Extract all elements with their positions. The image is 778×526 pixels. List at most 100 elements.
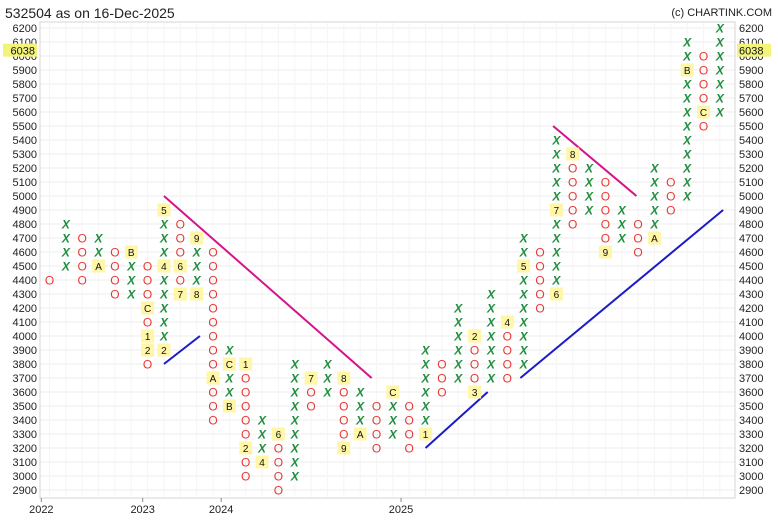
x-box: X — [715, 106, 725, 120]
o-box: O — [503, 358, 512, 372]
o-box: O — [568, 218, 577, 232]
month-marker-box — [141, 301, 155, 315]
o-box: O — [666, 204, 675, 218]
x-box: X — [61, 246, 71, 260]
x-box: X — [290, 456, 300, 470]
month-marker: C — [700, 108, 707, 119]
o-box: O — [699, 64, 708, 78]
o-box: O — [110, 260, 119, 274]
x-tick-label: 2024 — [209, 504, 233, 516]
month-marker: 6 — [554, 290, 560, 301]
y-tick-label-left: 5300 — [13, 149, 37, 161]
o-box: O — [110, 288, 119, 302]
o-box: O — [437, 372, 446, 386]
o-box: O — [633, 246, 642, 260]
x-box: X — [322, 372, 332, 386]
o-box: O — [143, 316, 152, 330]
o-box: O — [306, 386, 315, 400]
y-tick-label-right: 3400 — [739, 415, 763, 427]
x-box: X — [649, 190, 659, 204]
support-trendline — [424, 391, 489, 449]
o-box: O — [372, 414, 381, 428]
o-box: O — [208, 260, 217, 274]
x-box: X — [322, 386, 332, 400]
pnf-column-o: OOO — [666, 176, 675, 218]
y-tick-label-left: 4900 — [13, 205, 37, 217]
o-box: O — [405, 442, 414, 456]
x-box: X — [682, 190, 692, 204]
x-box: X — [519, 232, 529, 246]
month-marker: 2 — [472, 332, 478, 343]
month-marker: 2 — [145, 346, 151, 357]
month-marker-box — [517, 259, 531, 273]
x-box: X — [421, 372, 431, 386]
y-tick-label-right: 3000 — [739, 471, 763, 483]
o-box: O — [568, 162, 577, 176]
y-tick-label-right: 4800 — [739, 219, 763, 231]
o-box: O — [176, 232, 185, 246]
x-box: X — [192, 274, 202, 288]
o-box: O — [503, 344, 512, 358]
o-box: O — [143, 274, 152, 288]
y-tick-label-left: 3200 — [13, 443, 37, 455]
x-box: X — [159, 302, 169, 316]
x-box: X — [682, 106, 692, 120]
month-marker: 2 — [243, 444, 249, 455]
x-box: X — [715, 78, 725, 92]
month-marker: 1 — [423, 430, 429, 441]
month-marker-box — [190, 231, 204, 245]
o-box: O — [568, 176, 577, 190]
pnf-column-o: O — [45, 274, 54, 288]
y-tick-label-left: 4600 — [13, 247, 37, 259]
y-tick-label-right: 3100 — [739, 457, 763, 469]
x-box: X — [355, 386, 365, 400]
month-marker-box — [239, 357, 253, 371]
x-box: X — [453, 302, 463, 316]
x-box: X — [421, 414, 431, 428]
month-marker: 8 — [570, 150, 576, 161]
x-box: X — [159, 288, 169, 302]
x-box: X — [584, 204, 594, 218]
x-tick-label: 2023 — [130, 504, 154, 516]
o-box: O — [143, 358, 152, 372]
y-tick-label-right: 4600 — [739, 247, 763, 259]
x-box: X — [290, 400, 300, 414]
month-marker-box — [190, 287, 204, 301]
y-tick-label-left: 5000 — [13, 191, 37, 203]
pnf-column-x: 4 XXX — [255, 414, 269, 469]
support-trendline — [163, 335, 201, 365]
o-box: O — [274, 456, 283, 470]
x-box: X — [421, 386, 431, 400]
x-box: X — [715, 64, 725, 78]
o-box: O — [601, 232, 610, 246]
x-box: X — [551, 176, 561, 190]
o-box: O — [176, 218, 185, 232]
x-box: X — [159, 232, 169, 246]
o-box: O — [339, 414, 348, 428]
o-box: O — [601, 190, 610, 204]
x-box: X — [715, 36, 725, 50]
x-box: X — [486, 316, 496, 330]
o-box: O — [241, 456, 250, 470]
y-tick-label-right: 5800 — [739, 79, 763, 91]
x-box: X — [159, 330, 169, 344]
y-tick-label-left: 4800 — [13, 219, 37, 231]
y-tick-label-right: 5200 — [739, 163, 763, 175]
gridlines — [40, 22, 735, 498]
copyright-label: (c) CHARTINK.COM — [671, 7, 772, 19]
x-box: X — [290, 358, 300, 372]
x-box: X — [224, 372, 234, 386]
o-box: O — [339, 400, 348, 414]
o-box: O — [208, 316, 217, 330]
x-box: X — [519, 288, 529, 302]
o-box: O — [339, 386, 348, 400]
